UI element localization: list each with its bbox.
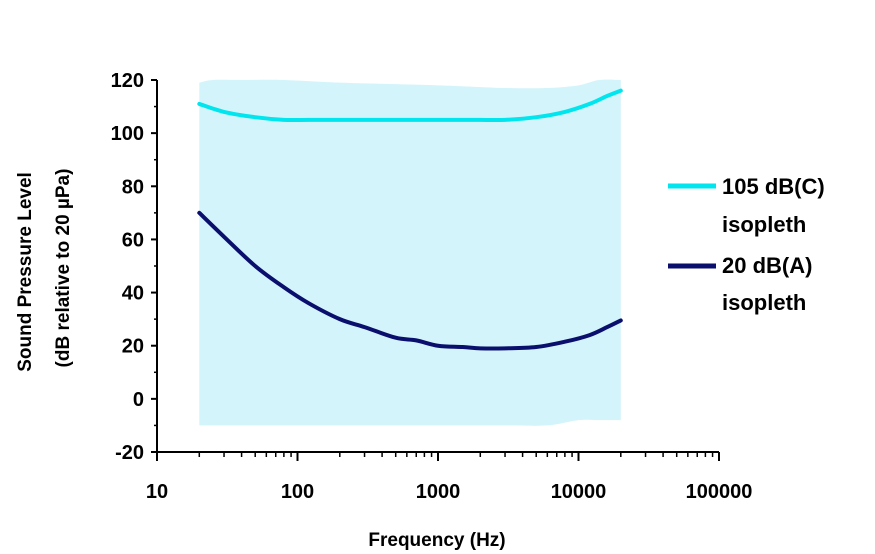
series-line-105-dbc <box>197 88 623 123</box>
legend-label-105-dbc-line1: 105 dB(C) <box>722 174 825 199</box>
axes <box>151 79 720 461</box>
y-tick-label: 80 <box>122 176 144 198</box>
y-tick-label: 0 <box>133 389 144 411</box>
tick-labels: -20 0 20 40 60 80 100 120 10 100 1000 10000 100000 <box>111 70 753 503</box>
x-tick-label: 10000 <box>551 481 607 503</box>
x-tick-label: 10 <box>146 481 168 503</box>
y-tick-label: 20 <box>122 336 144 358</box>
x-axis-title: Frequency (Hz) <box>368 530 505 551</box>
legend-label-105-dbc-line2: isopleth <box>722 212 806 237</box>
y-tick-label: 120 <box>111 70 144 92</box>
legend-label-20-dba-line1: 20 dB(A) <box>722 253 812 278</box>
legend-label-20-dba-line2: isopleth <box>722 290 806 315</box>
y-tick-label: 100 <box>111 123 144 145</box>
series-line-20-dba <box>197 210 623 351</box>
x-tick-label: 100 <box>281 481 314 503</box>
series-layer <box>197 88 623 351</box>
frequency-band-area <box>199 79 621 426</box>
y-tick-label: 40 <box>122 283 144 305</box>
y-axis-title-line2: (dB relative to 20 µPa) <box>53 169 74 368</box>
y-tick-label: 60 <box>122 229 144 251</box>
x-tick-label: 100000 <box>686 481 753 503</box>
y-axis-title-line1: Sound Pressure Level <box>15 172 36 372</box>
legend: 105 dB(C) isopleth 20 dB(A) isopleth <box>668 174 825 315</box>
x-tick-label: 1000 <box>416 481 461 503</box>
frequency-band <box>199 79 621 426</box>
y-tick-label: -20 <box>115 442 144 464</box>
